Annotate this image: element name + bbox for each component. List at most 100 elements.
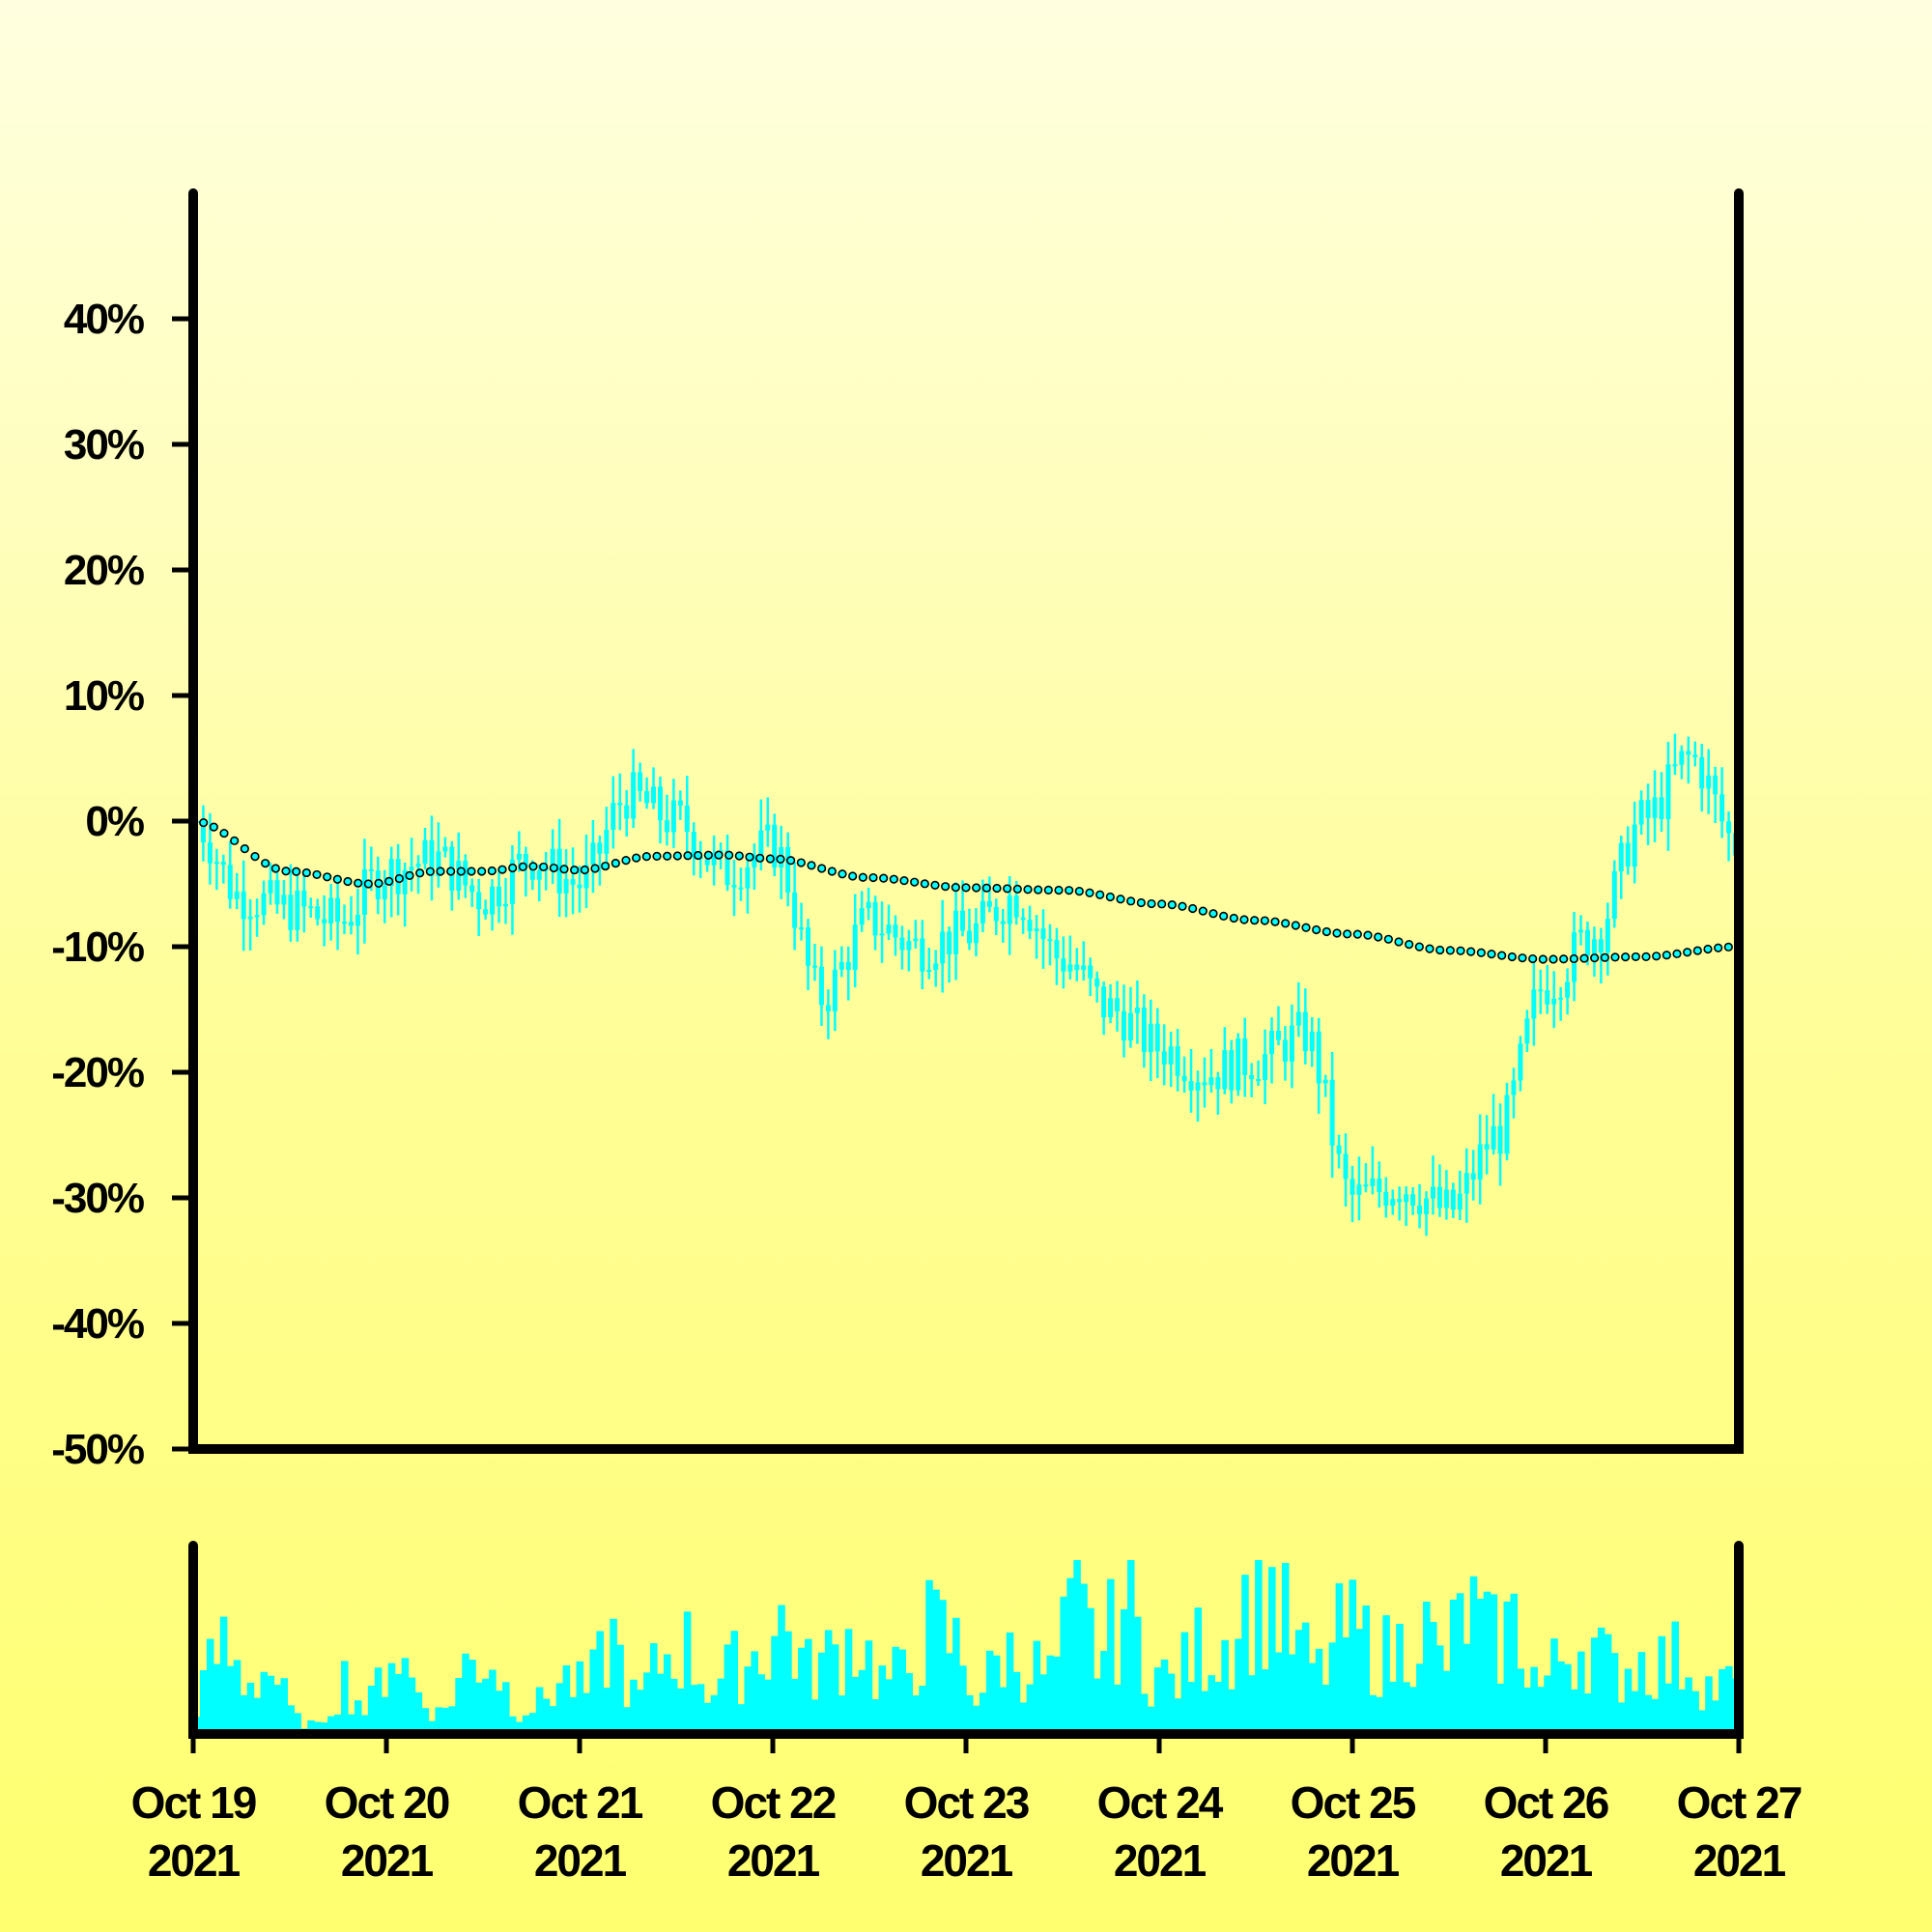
volume-bar	[1315, 1648, 1323, 1734]
volume-bar	[798, 1647, 806, 1734]
trend-marker	[384, 876, 394, 886]
volume-bar	[441, 1707, 449, 1734]
candle-body	[402, 869, 408, 895]
volume-bar	[1228, 1689, 1236, 1734]
candle-body	[604, 829, 610, 854]
volume-bar	[1066, 1577, 1074, 1734]
volume-bar	[502, 1682, 510, 1734]
volume-bar	[482, 1678, 490, 1734]
trend-marker	[972, 883, 981, 893]
trend-marker	[951, 882, 960, 893]
volume-bar	[1671, 1621, 1679, 1734]
volume-bar	[966, 1694, 974, 1734]
volume-bar	[1012, 1671, 1021, 1734]
volume-bar	[858, 1669, 867, 1734]
trend-marker	[199, 818, 209, 828]
volume-bar	[1194, 1607, 1203, 1734]
y-tick-label: 40%	[64, 296, 144, 343]
trend-marker	[425, 867, 435, 876]
volume-bar	[569, 1696, 578, 1734]
candle-body	[772, 824, 778, 868]
volume-bar	[1235, 1638, 1242, 1734]
candle-body	[1148, 1023, 1153, 1053]
volume-bar	[724, 1644, 732, 1734]
trend-marker	[1136, 897, 1146, 908]
volume-bar	[1644, 1694, 1653, 1734]
candle-body	[1518, 1043, 1523, 1081]
candle-body	[490, 886, 496, 915]
candle-body	[1584, 929, 1590, 955]
candle-body	[1424, 1198, 1430, 1214]
trend-marker	[920, 879, 929, 889]
volume-bar	[1449, 1599, 1458, 1734]
trend-marker	[601, 861, 611, 871]
candle-body	[1007, 895, 1012, 924]
volume-bar	[1651, 1698, 1660, 1734]
trend-marker	[343, 876, 353, 887]
volume-bar	[1174, 1698, 1182, 1734]
volume-bar	[1396, 1624, 1404, 1734]
candle-body	[859, 908, 865, 925]
candle-body	[1127, 1012, 1133, 1041]
volume-frame	[188, 1541, 1744, 1739]
candle-body	[792, 892, 798, 928]
trend-marker	[1435, 945, 1445, 955]
candle-body	[825, 1005, 831, 1011]
candle-body	[799, 927, 805, 930]
candle-body	[1020, 917, 1026, 921]
candle-body	[704, 859, 710, 866]
trend-marker	[1188, 903, 1198, 914]
volume-bar	[327, 1716, 335, 1734]
x-tick-label: 2021	[341, 1835, 434, 1886]
x-tick-label: 2021	[534, 1835, 627, 1886]
candle-body	[556, 848, 562, 894]
candle-body	[1229, 1050, 1235, 1091]
x-tick-label: Oct 24	[1097, 1777, 1224, 1828]
x-tick-label: 2021	[1307, 1835, 1400, 1886]
volume-bar	[1557, 1661, 1565, 1734]
candle-body	[818, 966, 824, 1006]
volume-bar	[428, 1720, 437, 1734]
candle-body	[1470, 1173, 1476, 1180]
trend-marker	[1301, 923, 1311, 932]
candle-body	[838, 961, 844, 970]
volume-bar	[1355, 1629, 1364, 1734]
volume-bar	[387, 1662, 396, 1734]
volume-bar	[1456, 1593, 1464, 1734]
trend-marker	[1414, 942, 1424, 952]
candle-body	[220, 862, 226, 866]
volume-bar	[737, 1704, 746, 1734]
candle-body	[274, 880, 280, 905]
volume-bar	[905, 1673, 913, 1734]
trend-marker	[910, 877, 920, 887]
candle-body	[1551, 998, 1557, 1005]
candle-body	[832, 969, 838, 1011]
candle-body	[893, 924, 898, 938]
volume-bar	[1584, 1693, 1592, 1734]
trend-marker	[240, 843, 249, 854]
trend-marker	[219, 828, 229, 838]
candle-body	[1236, 1038, 1241, 1091]
candle-body	[261, 893, 267, 916]
volume-bar	[1597, 1627, 1605, 1734]
volume-bar	[469, 1660, 476, 1734]
candle-body	[1350, 1179, 1355, 1195]
candle-body	[845, 961, 851, 971]
candle-body	[1545, 990, 1550, 1005]
x-tick-label: Oct 26	[1484, 1777, 1608, 1828]
volume-bar	[643, 1672, 651, 1734]
trend-marker	[1157, 899, 1167, 909]
volume-bar	[1201, 1690, 1209, 1734]
trend-marker	[848, 871, 858, 881]
volume-bar	[1308, 1662, 1317, 1734]
volume-bar	[1321, 1685, 1330, 1734]
trend-marker	[1147, 898, 1156, 909]
candle-body	[1524, 1018, 1530, 1044]
trend-marker	[301, 867, 311, 878]
volume-bar	[764, 1679, 772, 1734]
trend-marker	[570, 865, 580, 875]
trend-marker	[487, 866, 497, 876]
candle-body	[1383, 1192, 1389, 1207]
volume-bar	[824, 1630, 833, 1734]
